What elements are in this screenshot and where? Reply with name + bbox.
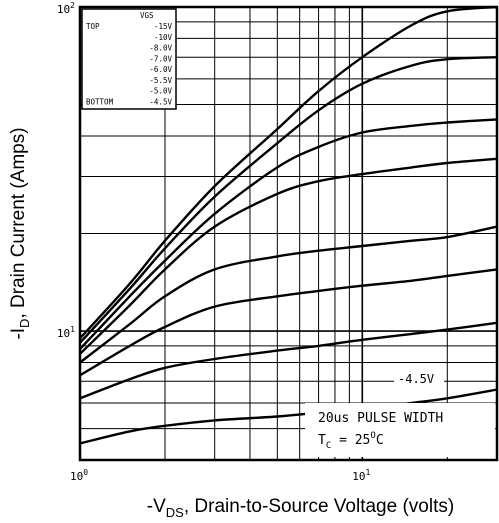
legend-entry: -10V (154, 33, 173, 42)
x-title-post: , Drain-to-Source Voltage (volts) (184, 496, 454, 517)
y-tick-label: 102 (57, 1, 75, 16)
legend-entry: -4.5V (149, 97, 172, 106)
curve-vgs15 (79, 5, 498, 340)
y-title-sub: D (17, 319, 32, 328)
legend: VGS TOP BOTTOM -15V -10V -8.0V-7.0V -6.0V -5… (81, 8, 177, 110)
annotation-box (305, 403, 495, 457)
legend-box (81, 8, 177, 110)
x-axis-title: -VDS, Drain-to-Source Voltage (volts) (147, 496, 454, 520)
legend-entries: -15V -10V -8.0V-7.0V -6.0V -5.5V -5.0V-4.5V (149, 22, 172, 106)
curve-vgs80 (79, 118, 498, 350)
tick-labels: 100 101 101 102 (57, 1, 371, 483)
curve-vgs70 (79, 157, 498, 355)
legend-header: VGS (140, 11, 154, 20)
y-title-post: , Drain Current (Amps) (8, 127, 29, 318)
legend-entry: -15V (154, 22, 173, 31)
case-temperature-note: TC = 25OC (318, 431, 384, 451)
pulse-annotation: 20us PULSE WIDTH TC = 25OC (305, 403, 495, 457)
legend-entry: -8.0V (149, 44, 172, 53)
x-tick-label: 100 (70, 468, 88, 483)
tc-superscript: O (370, 431, 375, 441)
curve-vgs10 (79, 56, 498, 344)
curve-vgs50 (79, 321, 498, 400)
y-axis-title: -ID, Drain Current (Amps) (8, 127, 32, 339)
curve-vgs45 (79, 388, 498, 445)
curve-vgs60 (79, 225, 498, 364)
pulse-width-note: 20us PULSE WIDTH (318, 411, 443, 426)
y-title-pre: -I (8, 328, 29, 340)
legend-bottom-label: BOTTOM (86, 97, 114, 106)
curve-vgs55 (79, 268, 498, 377)
curve-label-4p5v: -4.5V (398, 372, 434, 386)
tc-unit: C (376, 433, 384, 448)
tc-t: T (318, 433, 326, 448)
legend-entry: -7.0V (149, 54, 172, 63)
curve-label-background (394, 370, 444, 387)
legend-entry: -6.0V (149, 65, 172, 74)
x-title-sub: DS (166, 505, 184, 520)
x-title-pre: -V (147, 496, 166, 517)
tc-subscript: C (326, 441, 331, 451)
legend-top-label: TOP (86, 22, 100, 31)
curves (79, 5, 498, 445)
plot-frame (78, 5, 499, 462)
tc-equals: = 25 (331, 433, 370, 448)
x-tick-label: 101 (352, 468, 370, 483)
y-tick-label: 101 (57, 325, 75, 340)
legend-entry: -5.5V (149, 76, 172, 85)
legend-entry: -5.0V (149, 87, 172, 96)
